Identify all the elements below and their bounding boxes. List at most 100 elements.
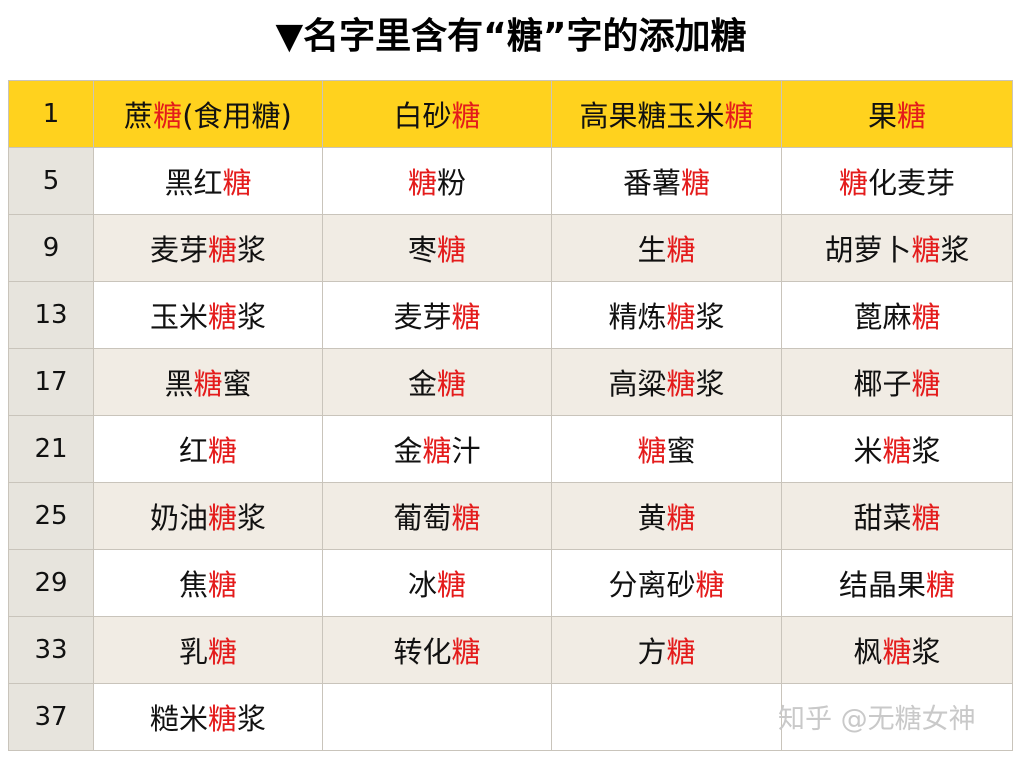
sugar-name-cell: 生糖 — [551, 214, 782, 282]
sugar-char-highlight: 糖 — [451, 635, 481, 669]
sugar-char-highlight: 糖 — [882, 434, 912, 468]
row-number: 13 — [8, 281, 94, 349]
name-segment: 枣 — [407, 233, 437, 267]
sugar-name-cell: 奶油糖浆 — [93, 482, 323, 550]
name-segment: 浆 — [237, 300, 267, 334]
sugar-name-cell: 麦芽糖 — [322, 281, 552, 349]
sugar-name-cell: 分离砂糖 — [551, 549, 782, 617]
sugar-char-highlight: 糖 — [208, 434, 238, 468]
name-segment: 玉米 — [149, 300, 208, 334]
name-segment: 方 — [637, 635, 667, 669]
sugar-name-cell: 金糖汁 — [322, 415, 552, 483]
sugar-char-highlight: 糖 — [882, 635, 912, 669]
name-segment: 生 — [637, 233, 667, 267]
name-segment: 金 — [393, 434, 423, 468]
sugar-char-highlight: 糖 — [208, 568, 238, 602]
row-number: 25 — [8, 482, 94, 550]
row-number: 37 — [8, 683, 94, 751]
sugar-name-cell: 红糖 — [93, 415, 323, 483]
name-segment: 转化 — [393, 635, 452, 669]
sugar-char-highlight: 糖 — [911, 233, 941, 267]
name-segment: 果 — [867, 99, 897, 133]
name-segment: 糙米 — [149, 702, 208, 736]
sugar-char-highlight: 糖 — [637, 434, 667, 468]
sugar-name-cell: 果糖 — [781, 80, 1013, 148]
name-segment: 红 — [178, 434, 208, 468]
name-segment: 麦芽 — [393, 300, 452, 334]
row-number: 17 — [8, 348, 94, 416]
sugar-name-cell — [322, 683, 552, 751]
name-segment: 浆 — [911, 635, 941, 669]
sugar-char-highlight: 糖 — [451, 300, 481, 334]
sugar-char-highlight: 糖 — [222, 166, 252, 200]
name-segment: 浆 — [695, 367, 725, 401]
name-segment: 结晶果 — [838, 568, 926, 602]
sugar-char-highlight: 糖 — [207, 300, 237, 334]
name-segment: 葡萄 — [393, 501, 452, 535]
sugar-char-highlight: 糖 — [926, 568, 956, 602]
sugar-name-cell: 枣糖 — [322, 214, 552, 282]
name-segment: 蜜 — [666, 434, 696, 468]
name-segment: 白砂 — [393, 99, 452, 133]
name-segment: 化麦芽 — [868, 166, 956, 200]
sugar-name-cell: 番薯糖 — [551, 147, 782, 215]
row-number: 29 — [8, 549, 94, 617]
name-segment: 浆 — [237, 501, 267, 535]
name-segment: 蓖麻 — [853, 300, 912, 334]
table-header-row: 1 蔗糖(食用糖) 白砂糖 高果糖玉米糖 果糖 — [8, 80, 1013, 148]
sugar-name-cell: 精炼糖浆 — [551, 281, 782, 349]
sugar-name-cell: 蓖麻糖 — [781, 281, 1013, 349]
name-segment: 精炼 — [608, 300, 667, 334]
name-segment: 蔗 — [124, 99, 154, 133]
sugar-char-highlight: 糖 — [207, 702, 237, 736]
row-number: 9 — [8, 214, 94, 282]
table-row: 21 红糖 金糖汁 糖蜜 米糖浆 — [8, 415, 1013, 483]
table-row: 37 糙米糖浆 — [8, 683, 1013, 751]
sugar-name-cell: 米糖浆 — [781, 415, 1013, 483]
sugar-char-highlight: 糖 — [666, 367, 696, 401]
name-segment: 黑红 — [164, 166, 223, 200]
sugar-name-cell: 糖蜜 — [551, 415, 782, 483]
sugar-name-cell: 焦糖 — [93, 549, 323, 617]
sugar-char-highlight: 糖 — [911, 300, 941, 334]
row-number: 21 — [8, 415, 94, 483]
table-row: 9 麦芽糖浆 枣糖 生糖 胡萝卜糖浆 — [8, 214, 1013, 282]
sugar-name-cell — [551, 683, 782, 751]
table-row: 25 奶油糖浆 葡萄糖 黄糖 甜菜糖 — [8, 482, 1013, 550]
page-title: ▼名字里含有“糖”字的添加糖 — [275, 16, 747, 57]
sugar-name-cell: 糖粉 — [322, 147, 552, 215]
sugar-name-cell: 高果糖玉米糖 — [551, 80, 782, 148]
sugar-char-highlight: 糖 — [681, 166, 711, 200]
table-row: 5 黑红糖 糖粉 番薯糖 糖化麦芽 — [8, 147, 1013, 215]
sugar-name-cell: 黄糖 — [551, 482, 782, 550]
name-segment: 乳 — [178, 635, 208, 669]
sugar-name-cell: 椰子糖 — [781, 348, 1013, 416]
sugar-char-highlight: 糖 — [666, 635, 696, 669]
name-segment: 焦 — [178, 568, 208, 602]
table-row: 33 乳糖 转化糖 方糖 枫糖浆 — [8, 616, 1013, 684]
sugar-char-highlight: 糖 — [422, 434, 452, 468]
sugar-name-cell: 枫糖浆 — [781, 616, 1013, 684]
sugar-name-cell: 金糖 — [322, 348, 552, 416]
sugar-char-highlight: 糖 — [437, 367, 467, 401]
sugar-name-cell: 麦芽糖浆 — [93, 214, 323, 282]
sugar-name-cell: 黑红糖 — [93, 147, 323, 215]
sugar-char-highlight: 糖 — [193, 367, 223, 401]
sugar-char-highlight: 糖 — [437, 233, 467, 267]
table-row: 17 黑糖蜜 金糖 高粱糖浆 椰子糖 — [8, 348, 1013, 416]
row-number: 5 — [8, 147, 94, 215]
name-segment: 浆 — [940, 233, 970, 267]
sugar-name-cell: 乳糖 — [93, 616, 323, 684]
name-segment: 奶油 — [149, 501, 208, 535]
sugar-name-cell — [781, 683, 1013, 751]
name-segment: 冰 — [407, 568, 437, 602]
name-segment: 胡萝卜 — [824, 233, 912, 267]
sugar-char-highlight: 糖 — [666, 501, 696, 535]
row-number: 1 — [8, 80, 94, 148]
name-segment: 蜜 — [222, 367, 252, 401]
sugar-name-cell: 结晶果糖 — [781, 549, 1013, 617]
sugar-char-highlight: 糖 — [207, 233, 237, 267]
name-segment: 麦芽 — [149, 233, 208, 267]
sugar-char-highlight: 糖 — [911, 501, 941, 535]
sugar-name-cell: 甜菜糖 — [781, 482, 1013, 550]
